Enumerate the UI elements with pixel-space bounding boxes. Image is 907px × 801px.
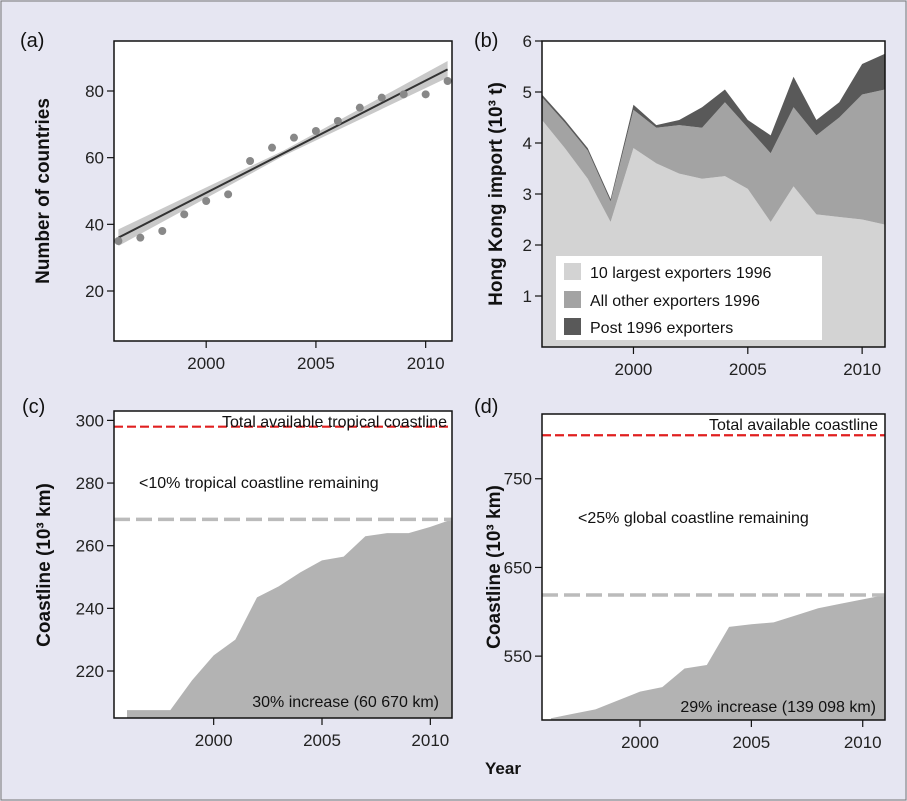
y-tick-label-a: 20 xyxy=(85,282,104,301)
data-point xyxy=(158,227,167,235)
y-axis-label-a: Number of countries xyxy=(33,98,54,284)
x-tick-label-b: 2005 xyxy=(729,360,767,379)
x-tick-label-c: 2005 xyxy=(303,731,341,750)
x-tick-label-c: 2010 xyxy=(411,731,449,750)
chart-a-layer: 2000 2005 2010 20 40 60 80 xyxy=(85,61,452,373)
panel-d-label: (d) xyxy=(474,396,498,418)
y-tick-label-c: 300 xyxy=(76,411,104,430)
y-axis-label-b: Hong Kong import (10³ t) xyxy=(486,82,507,306)
plot-area-a xyxy=(114,41,452,341)
data-point xyxy=(289,133,298,142)
y-tick-label-b: 3 xyxy=(523,185,532,204)
annotation-d-increase: 29% increase (139 098 km) xyxy=(680,699,876,716)
y-tick-label-d: 550 xyxy=(504,647,532,666)
plot-border-a xyxy=(113,40,453,342)
y-tick-label-b: 6 xyxy=(523,32,532,51)
data-point xyxy=(333,117,342,125)
x-tick-label-b: 2000 xyxy=(615,360,653,379)
chart-c-layer: 2000 2005 2010 220 240 260 280 300 xyxy=(76,411,452,750)
y-tick-label-d: 750 xyxy=(504,470,532,489)
x-tick-label-a: 2000 xyxy=(187,354,225,373)
y-tick-label-a: 40 xyxy=(85,215,104,234)
data-point xyxy=(114,237,123,245)
x-tick-label-c: 2000 xyxy=(195,731,233,750)
legend-label-largest: 10 largest exporters 1996 xyxy=(590,265,772,282)
coastline-area-d xyxy=(550,594,885,720)
y-tick-label-a: 80 xyxy=(85,82,104,101)
y-axis-label-c: Coastline (10³ km) xyxy=(34,483,55,647)
data-point xyxy=(136,233,145,242)
y-tick-label-b: 4 xyxy=(523,134,532,153)
data-point xyxy=(202,197,211,205)
data-point xyxy=(421,90,430,99)
data-point xyxy=(268,143,277,152)
data-point xyxy=(355,103,364,112)
x-tick-label-d: 2005 xyxy=(732,733,770,752)
data-point xyxy=(224,190,233,199)
data-point xyxy=(443,77,452,85)
trend-line xyxy=(117,68,449,239)
plot-border-c xyxy=(113,410,453,719)
y-tick-label-d: 650 xyxy=(504,558,532,577)
y-axis-label-d: Coastline (10³ km) xyxy=(484,485,505,649)
annotation-c-remaining: <10% tropical coastline remaining xyxy=(139,475,379,492)
data-point xyxy=(311,127,320,135)
annotation-d-total: Total available coastline xyxy=(709,417,878,434)
y-tick-label-b: 1 xyxy=(523,287,532,306)
x-tick-label-a: 2005 xyxy=(297,354,335,373)
legend-swatch-largest xyxy=(564,263,581,280)
panel-c-label: (c) xyxy=(22,396,45,418)
y-tick-label-b: 2 xyxy=(523,236,532,255)
coastline-area-c xyxy=(127,519,452,718)
x-tick-label-b: 2010 xyxy=(843,360,881,379)
x-tick-label-d: 2010 xyxy=(844,733,882,752)
legend-box xyxy=(556,256,822,340)
plot-border-b xyxy=(541,40,886,348)
legend-label-post: Post 1996 exporters xyxy=(590,320,733,337)
area-series-2 xyxy=(542,89,885,225)
plot-border-d xyxy=(541,413,886,721)
x-tick-label-d: 2000 xyxy=(621,733,659,752)
x-axis-label: Year xyxy=(485,759,521,778)
y-tick-label-c: 240 xyxy=(76,599,104,618)
y-tick-label-c: 220 xyxy=(76,662,104,681)
data-point xyxy=(246,157,255,165)
data-point xyxy=(399,90,408,99)
data-point xyxy=(377,93,386,102)
x-tick-label-a: 2010 xyxy=(407,354,445,373)
legend-label-other: All other exporters 1996 xyxy=(590,293,760,310)
data-point xyxy=(180,210,189,219)
area-series-3 xyxy=(542,53,885,202)
chart-d-layer: 2000 2005 2010 550 650 750 xyxy=(504,434,885,752)
annotation-c-increase: 30% increase (60 670 km) xyxy=(252,694,439,711)
y-tick-label-b: 5 xyxy=(523,83,532,102)
legend-swatch-post xyxy=(564,318,581,335)
y-tick-label-c: 280 xyxy=(76,474,104,493)
panel-a-label: (a) xyxy=(20,30,44,52)
y-tick-label-a: 60 xyxy=(85,149,104,168)
legend-b: 10 largest exporters 1996 All other expo… xyxy=(556,256,822,340)
y-tick-label-c: 260 xyxy=(76,537,104,556)
panel-b-label: (b) xyxy=(474,30,498,52)
legend-swatch-other xyxy=(564,291,581,308)
annotation-d-remaining: <25% global coastline remaining xyxy=(578,510,809,527)
annotation-c-total: Total available tropical coastline xyxy=(222,414,447,431)
